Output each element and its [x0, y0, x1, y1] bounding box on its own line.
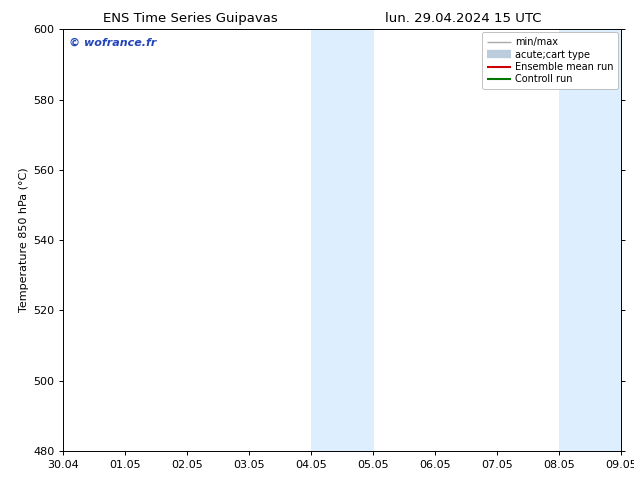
Bar	[311, 29, 373, 451]
Legend: min/max, acute;cart type, Ensemble mean run, Controll run: min/max, acute;cart type, Ensemble mean …	[482, 32, 618, 89]
Y-axis label: Temperature 850 hPa (°C): Temperature 850 hPa (°C)	[19, 168, 29, 313]
Text: © wofrance.fr: © wofrance.fr	[69, 38, 157, 48]
Text: lun. 29.04.2024 15 UTC: lun. 29.04.2024 15 UTC	[385, 12, 541, 25]
Bar	[559, 29, 621, 451]
Text: ENS Time Series Guipavas: ENS Time Series Guipavas	[103, 12, 278, 25]
